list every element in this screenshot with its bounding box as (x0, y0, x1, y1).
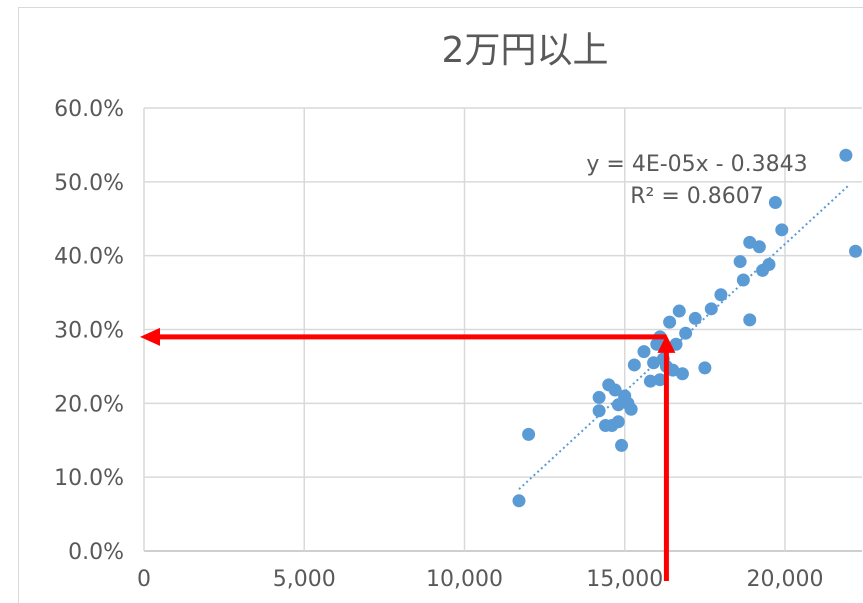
data-point (522, 427, 536, 441)
y-tick-label: 0.0% (68, 540, 124, 565)
y-tick-label: 30.0% (54, 319, 124, 344)
data-point (669, 337, 683, 351)
x-tick-label: 20,000 (747, 567, 824, 592)
data-point (839, 148, 853, 162)
data-point (643, 374, 657, 388)
data-point (608, 383, 622, 397)
trendline-equation: y = 4E-05x - 0.3843 R² = 0.8607 (586, 152, 807, 209)
vertical-arrow-head (657, 334, 676, 353)
y-tick-label: 20.0% (54, 392, 124, 417)
data-point (611, 415, 625, 429)
data-points (512, 148, 863, 508)
tick-labels: 0.0% 10.0% 20.0% 30.0% 40.0% 50.0% 60.0% 0 5,000… (54, 97, 823, 592)
data-point (675, 367, 689, 381)
chart-area (18, 7, 863, 603)
data-point (679, 326, 693, 340)
data-point (714, 288, 728, 302)
data-point (752, 240, 766, 254)
data-point (849, 244, 863, 258)
data-point (736, 273, 750, 287)
data-point (592, 390, 606, 404)
data-point (768, 196, 782, 210)
y-tick-label: 40.0% (54, 245, 124, 270)
trendline-r2-label: R² = 0.8607 (630, 184, 764, 209)
horizontal-arrow-head (140, 327, 160, 346)
y-tick-label: 10.0% (54, 466, 124, 491)
data-point (512, 494, 526, 508)
data-point (762, 258, 776, 272)
data-point (672, 304, 686, 318)
chart-title: 2万円以上 (442, 30, 609, 71)
data-point (627, 358, 641, 372)
data-point (704, 302, 718, 316)
trendline-equation-label: y = 4E-05x - 0.3843 (586, 152, 807, 177)
annotation-arrows (140, 327, 676, 581)
data-point (653, 373, 667, 387)
x-tick-label: 5,000 (273, 567, 336, 592)
y-tick-label: 60.0% (54, 97, 124, 122)
data-point (688, 311, 702, 325)
x-tick-label: 15,000 (586, 567, 663, 592)
x-tick-label: 0 (137, 567, 151, 592)
data-point (592, 404, 606, 418)
data-point (743, 313, 757, 327)
data-point (663, 315, 677, 329)
x-tick-label: 10,000 (426, 567, 503, 592)
y-tick-label: 50.0% (54, 171, 124, 196)
data-point (615, 438, 629, 452)
data-point (733, 255, 747, 269)
data-point (775, 223, 789, 237)
gridlines (143, 107, 862, 552)
data-point (637, 345, 651, 359)
data-point (698, 361, 712, 375)
data-point (624, 402, 638, 416)
